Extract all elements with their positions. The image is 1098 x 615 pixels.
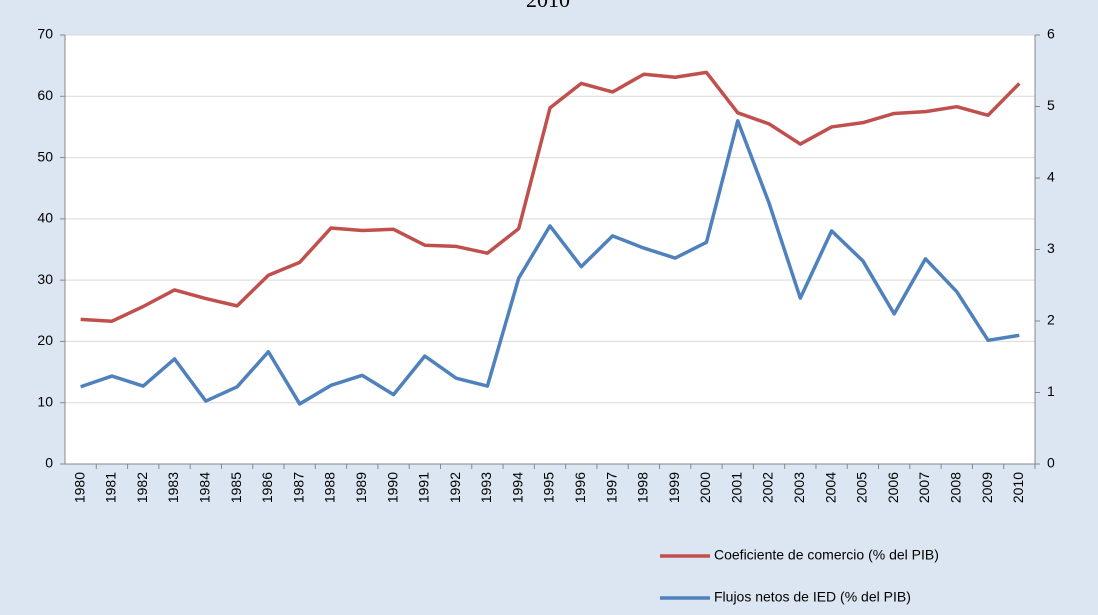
y2-tick-label: 1 [1047, 383, 1055, 399]
y2-tick-label: 4 [1047, 169, 1055, 185]
x-tick-label: 1983 [165, 472, 181, 503]
y2-tick-label: 3 [1047, 240, 1055, 256]
x-tick-label: 1997 [603, 472, 619, 503]
x-tick-label: 2004 [822, 472, 838, 503]
y2-tick-label: 6 [1047, 26, 1055, 42]
x-tick-label: 2005 [854, 472, 870, 503]
x-tick-label: 1987 [290, 472, 306, 503]
x-tick-label: 1984 [197, 472, 213, 503]
y-tick-label: 10 [37, 393, 53, 409]
x-tick-label: 1980 [71, 472, 87, 503]
y2-tick-label: 5 [1047, 97, 1055, 113]
x-tick-label: 1993 [478, 472, 494, 503]
x-tick-label: 1986 [259, 472, 275, 503]
x-tick-label: 1988 [322, 472, 338, 503]
x-tick-label: 2010 [1010, 472, 1026, 503]
x-tick-label: 2009 [979, 472, 995, 503]
legend-label: Flujos netos de IED (% del PIB) [714, 589, 911, 605]
y-tick-label: 30 [37, 271, 53, 287]
x-tick-label: 1995 [541, 472, 557, 503]
x-tick-label: 1985 [228, 472, 244, 503]
x-tick-label: 1991 [416, 472, 432, 503]
y2-tick-label: 0 [1047, 455, 1055, 471]
x-tick-label: 2002 [760, 472, 776, 503]
x-tick-label: 1982 [134, 472, 150, 503]
x-tick-label: 1992 [447, 472, 463, 503]
x-tick-label: 1999 [666, 472, 682, 503]
x-tick-label: 1981 [103, 472, 119, 503]
y-tick-label: 50 [37, 148, 53, 164]
y-tick-label: 70 [37, 26, 53, 42]
y-tick-label: 60 [37, 87, 53, 103]
x-tick-label: 1996 [572, 472, 588, 503]
y2-tick-label: 2 [1047, 312, 1055, 328]
x-tick-label: 2001 [728, 472, 744, 503]
y-tick-label: 40 [37, 210, 53, 226]
x-tick-label: 2000 [697, 472, 713, 503]
line [80, 119, 1020, 406]
x-tick-label: 1998 [635, 472, 651, 503]
x-tick-label: 2008 [947, 472, 963, 503]
line [80, 70, 1021, 323]
y-tick-label: 20 [37, 332, 53, 348]
legend-label: Coeficiente de comercio (% del PIB) [714, 547, 939, 563]
x-tick-label: 2003 [791, 472, 807, 503]
y-tick-label: 0 [45, 455, 53, 471]
x-tick-label: 1994 [509, 472, 525, 503]
chart-title: 2010 [526, 0, 570, 12]
x-tick-label: 2007 [916, 472, 932, 503]
x-tick-label: 1989 [353, 472, 369, 503]
x-tick-label: 2006 [885, 472, 901, 503]
x-tick-label: 1990 [384, 472, 400, 503]
